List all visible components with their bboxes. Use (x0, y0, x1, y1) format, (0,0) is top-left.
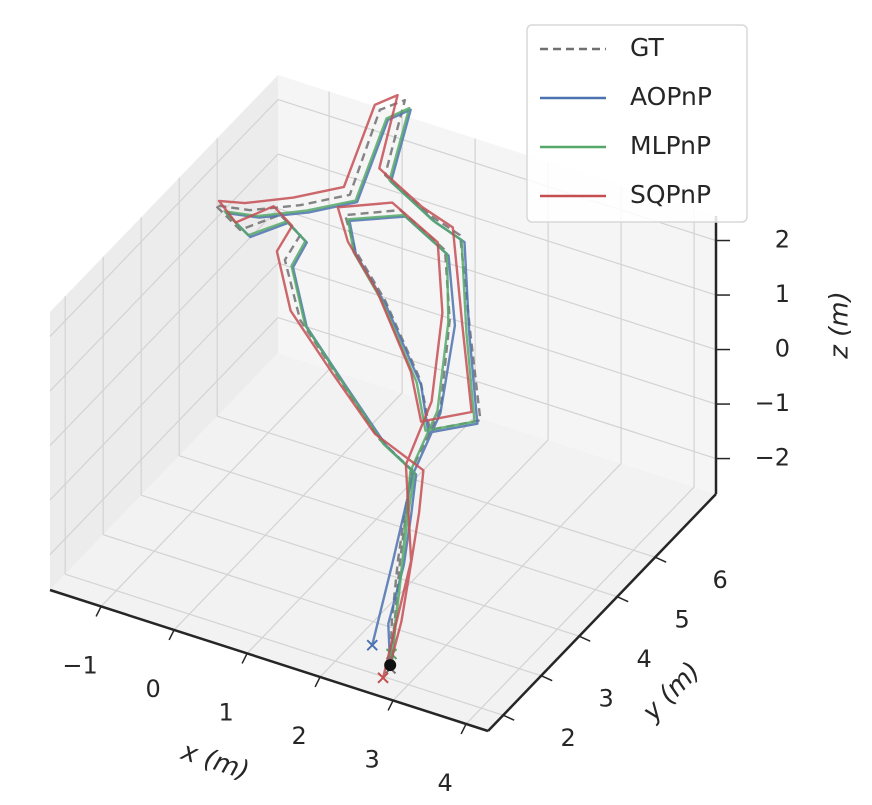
back-pane (278, 75, 716, 494)
grid-line (217, 415, 656, 558)
x-tick (95, 606, 102, 617)
grid-line (49, 317, 279, 555)
z-tick-label: −2 (755, 444, 790, 472)
y-tick (540, 675, 553, 682)
z-tick-label: 0 (775, 335, 790, 363)
x-tick-label: 4 (437, 769, 452, 797)
grid-line (100, 369, 330, 607)
grid-line (65, 573, 504, 716)
grid-line (179, 455, 618, 598)
z-tick-label: 1 (775, 280, 790, 308)
x-axis (49, 588, 489, 733)
legend-label: GT (630, 33, 664, 62)
grid-line (49, 99, 279, 337)
grid-line (277, 316, 717, 460)
x-tick-label: 2 (291, 722, 306, 750)
x-tick (460, 723, 467, 735)
legend: GT AOPnP MLPnP SQPnP (526, 24, 748, 223)
trajectories (214, 93, 482, 684)
y-tick (616, 596, 629, 603)
x-tick-label: 1 (218, 698, 233, 726)
end-marker (377, 672, 389, 684)
x-tick (387, 700, 394, 711)
x-axis-label: x (m) (177, 736, 253, 786)
y-tick-label: 3 (599, 685, 614, 713)
grid-line (246, 416, 476, 654)
z-tick-label: −1 (755, 389, 790, 417)
y-axis (487, 493, 717, 732)
grid-line (465, 486, 695, 725)
grid-line (277, 262, 717, 405)
y-tick-label: 5 (675, 606, 690, 634)
x-tick (314, 676, 321, 688)
legend-box (526, 24, 748, 223)
x-tick-label: −1 (62, 651, 97, 679)
grid-line (49, 153, 279, 392)
y-tick-label: 6 (713, 566, 728, 594)
y-tick-label: 4 (637, 645, 652, 673)
grid-line (49, 208, 279, 446)
legend-label: AOPnP (630, 82, 712, 111)
x-tick-label: 0 (145, 675, 160, 703)
grid-line (141, 494, 580, 637)
start-marker (384, 659, 397, 672)
grid-line (319, 439, 549, 678)
legend-label: MLPnP (630, 131, 711, 160)
z-axis-label: z (m) (825, 291, 855, 360)
grid-line (277, 153, 717, 296)
x-tick-label: 3 (364, 745, 379, 773)
y-tick (502, 714, 515, 721)
y-tick (578, 635, 591, 642)
trajectory (223, 106, 476, 668)
x-tick (241, 653, 248, 664)
grid-line (392, 463, 622, 701)
grid-line (103, 534, 542, 677)
z-tick-label: 2 (775, 226, 790, 254)
grid-line (49, 262, 279, 501)
legend-label: SQPnP (630, 180, 711, 209)
grid (49, 91, 717, 725)
grid-line (173, 392, 403, 631)
trajectory (217, 93, 473, 679)
y-tick-label: 2 (561, 724, 576, 752)
y-tick (654, 556, 667, 563)
x-tick (168, 629, 175, 641)
end-marker (366, 639, 378, 651)
